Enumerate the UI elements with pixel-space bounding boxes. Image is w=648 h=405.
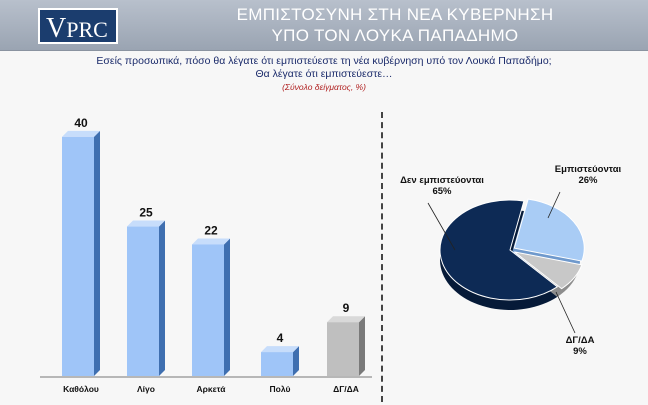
bar-category-label: Αρκετά [197,384,227,394]
bar-category-label: ΔΓ/ΔΑ [333,384,359,394]
bar-side [359,316,365,376]
chart-divider [381,112,383,402]
page-title-line2: ΥΠΟ ΤΟΝ ΛΟΥΚΑ ΠΑΠΑΔΗΜΟ [271,26,519,45]
pie-label-distrust: Δεν εμπιστεύονται 65% [392,175,492,197]
pie-label-trust-name: Εμπιστεύονται [554,164,622,175]
bar-value-label: 40 [74,116,88,130]
pie-slice [513,251,583,290]
bar-side [159,220,165,376]
bar-category-label: Καθόλου [63,384,99,394]
pie-label-trust: Εμπιστεύονται 26% [538,164,638,186]
pie-label-dk-name: ΔΓ/ΔΑ [565,335,595,346]
bar-side [224,238,230,376]
pie-label-distrust-name: Δεν εμπιστεύονται [400,175,484,186]
pie-label-distrust-value: 65% [432,186,452,197]
bar-value-label: 22 [204,223,218,237]
pie-slice [513,198,585,262]
pie-label-dk-value: 9% [573,346,587,357]
header-banner: VPRC ΕΜΠΙΣΤΟΣΥΝΗ ΣΤΗ ΝΕΑ ΚΥΒΕΡΝΗΣΗ ΥΠΟ Τ… [0,0,648,50]
bar-side [94,130,100,376]
bar-top [261,346,299,353]
bar [62,136,94,376]
bar-category-label: Λίγο [137,384,155,394]
pie-leader-line [555,291,576,334]
bar-value-label: 4 [277,331,284,345]
bar-category-label: Πολύ [270,384,291,394]
bar-top [62,130,100,137]
logo-text: VPRC [46,13,108,44]
pie-slice [439,199,559,301]
header-separator [0,50,648,51]
question-line1: Εσείς προσωπικά, πόσο θα λέγατε ότι εμπι… [96,55,552,67]
bar-top [127,220,165,227]
bar [192,244,224,376]
bar [327,322,359,376]
pie-label-dk: ΔΓ/ΔΑ 9% [545,335,615,357]
bar [127,226,159,376]
pie-leader-line [547,191,561,219]
bar-value-label: 9 [343,301,350,315]
bar-side [293,346,299,376]
bar [261,352,293,376]
vprc-logo: VPRC [38,8,118,44]
pie-label-trust-value: 26% [578,175,598,186]
question-line2: Θα λέγατε ότι εμπιστεύεστε… [255,68,393,80]
page-title-line1: ΕΜΠΙΣΤΟΣΥΝΗ ΣΤΗ ΝΕΑ ΚΥΒΕΡΝΗΣΗ [236,5,554,24]
bar-top [327,316,365,323]
bar-value-label: 25 [139,206,153,220]
sample-note: (Σύνολο δείγματος, %) [282,82,366,92]
pie-leader-line [427,202,456,251]
bar-top [192,238,230,245]
